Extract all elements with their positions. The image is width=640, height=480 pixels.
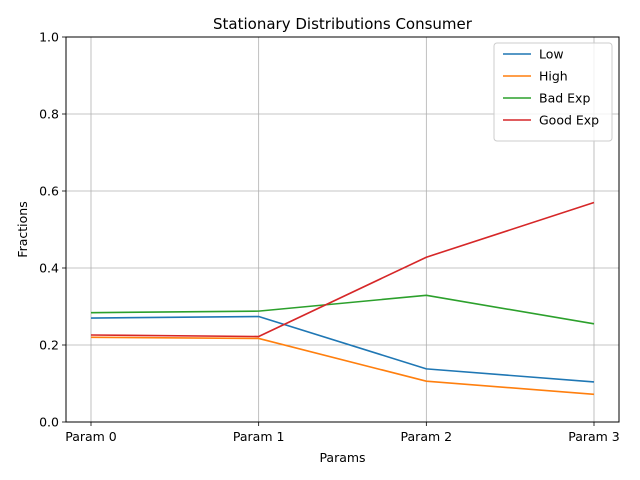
x-axis-label: Params [319,450,365,465]
series-line-low [90,315,595,383]
y-axis-label: Fractions [15,201,30,257]
legend-entry: Good Exp [539,113,599,128]
series-line-bad-exp [90,294,595,325]
x-tick-label: Param 3 [568,429,620,444]
y-tick-label: 1.0 [39,30,59,45]
legend-entry: Bad Exp [539,91,590,106]
axis-ticks: Param 0 Param 1 Param 2 Param 3 0.0 0.2 0.4 0.6… [39,30,620,445]
y-tick-label: 0.0 [39,415,59,430]
legend-entry: Low [539,47,564,62]
x-tick-label: Param 2 [401,429,453,444]
x-tick-label: Param 0 [65,429,117,444]
y-tick-label: 0.8 [39,107,59,122]
legend-entry: High [539,69,568,84]
y-tick-label: 0.2 [39,338,59,353]
legend: Low High Bad Exp Good Exp [493,42,613,142]
series-line-good-exp [90,201,595,338]
legend-box [493,42,613,142]
plot-frame [65,36,620,423]
y-tick-label: 0.4 [39,261,59,276]
chart-title: Stationary Distributions Consumer [213,15,473,33]
series-lines [90,201,595,396]
y-tick-label: 0.6 [39,184,59,199]
series-line-high [90,336,595,396]
x-tick-label: Param 1 [233,429,285,444]
